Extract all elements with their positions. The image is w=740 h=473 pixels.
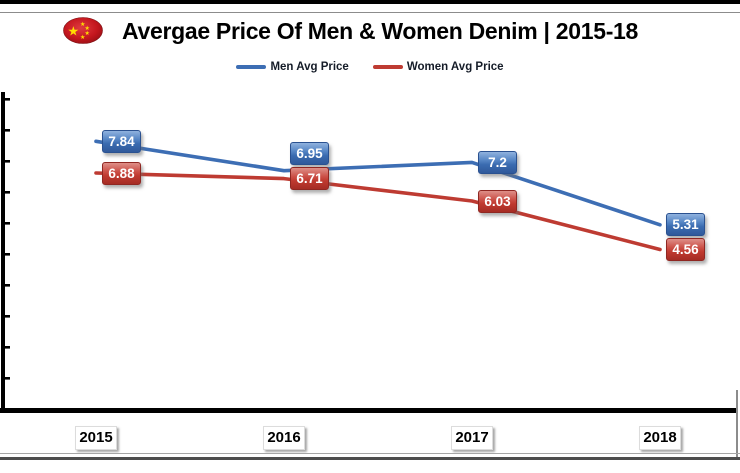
x-axis-line: [0, 408, 737, 413]
chart-title: Avergae Price Of Men & Women Denim | 201…: [122, 18, 639, 44]
y-axis-tick: [5, 253, 10, 256]
x-axis-label: 2015: [75, 426, 117, 450]
chart-legend: Men Avg Price Women Avg Price: [0, 58, 740, 76]
series-line-0[interactable]: [94, 139, 662, 227]
legend-line-swatch: [372, 65, 403, 69]
legend-item-0[interactable]: Men Avg Price: [236, 61, 349, 73]
y-axis-tick: [5, 222, 10, 225]
data-label: 4.56: [666, 238, 705, 261]
y-axis-tick: [5, 346, 10, 349]
svg-text:★: ★: [80, 21, 85, 28]
y-axis-tick: [5, 284, 10, 287]
x-axis-label: 2016: [263, 426, 305, 450]
legend-label: Women Avg Price: [406, 61, 504, 73]
x-axis-label: 2018: [639, 426, 681, 450]
y-axis-tick: [5, 191, 10, 194]
data-label: 7.2: [478, 150, 517, 174]
data-label: 6.71: [290, 167, 329, 191]
x-axis-label: 2017: [451, 426, 493, 450]
y-axis-tick: [5, 315, 10, 318]
data-label: 6.95: [290, 142, 329, 166]
y-axis-tick: [5, 98, 10, 101]
legend-label: Men Avg Price: [270, 61, 349, 73]
legend-item-1[interactable]: Women Avg Price: [372, 61, 504, 73]
y-axis-tick: [5, 377, 10, 380]
svg-text:★: ★: [85, 25, 90, 32]
data-label: 5.31: [666, 213, 705, 237]
svg-text:★: ★: [68, 25, 80, 40]
series-line-1[interactable]: [94, 171, 662, 252]
data-label: 7.84: [102, 129, 141, 153]
gridline-horizontal-top: [0, 12, 740, 13]
svg-text:★: ★: [85, 30, 90, 37]
y-axis-line: [1, 92, 5, 413]
gridline-vertical-right: [736, 390, 738, 460]
legend-line-swatch: [236, 65, 267, 69]
data-label: 6.03: [478, 189, 517, 213]
gridline-horizontal-bottom: [0, 453, 740, 454]
china-flag-icon: ★ ★ ★ ★ ★: [63, 17, 103, 44]
svg-text:★: ★: [80, 34, 85, 41]
y-axis-tick: [5, 160, 10, 163]
bottom-cell-border: [0, 457, 740, 460]
top-cell-border: [0, 0, 740, 4]
data-label: 6.88: [102, 161, 141, 185]
y-axis-tick: [5, 129, 10, 132]
